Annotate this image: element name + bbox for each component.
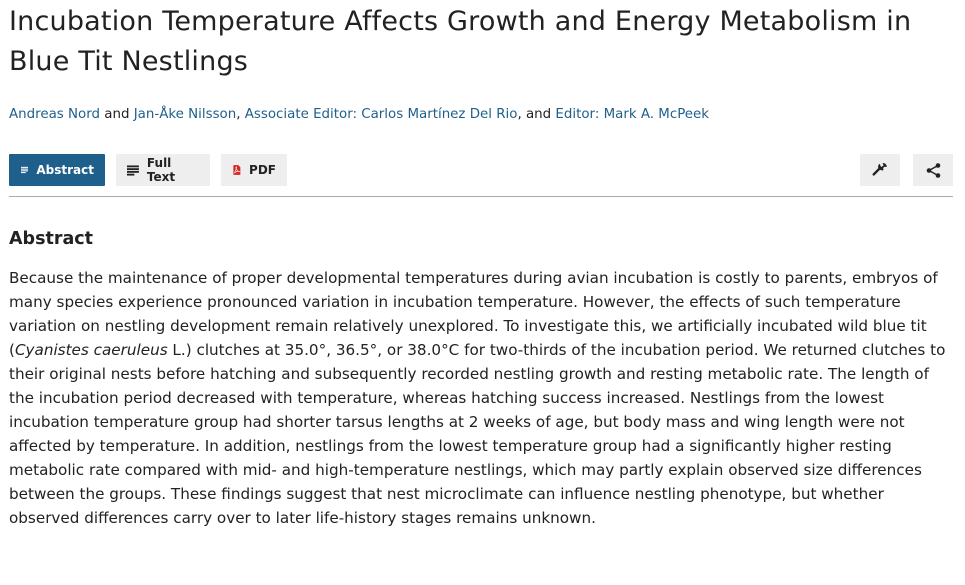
editor-link[interactable]: Editor: Mark A. McPeek [555,107,709,122]
wrench-icon [872,162,888,178]
tab-pdf-label: PDF [249,163,276,177]
share-icon [926,163,941,178]
author-separator: , and [517,107,555,122]
tab-pdf[interactable]: PDF [221,154,287,186]
author-separator: and [100,107,134,122]
lines-icon [127,165,139,176]
share-button[interactable] [913,154,953,186]
article-page: Incubation Temperature Affects Growth an… [0,0,965,530]
article-title: Incubation Temperature Affects Growth an… [9,0,953,82]
tab-abstract[interactable]: Abstract [9,154,105,186]
abstract-text-part: L.) clutches at 35.0°, 36.5°, or 38.0°C … [9,341,945,527]
abstract-text: Because the maintenance of proper develo… [9,266,954,530]
tab-full-text[interactable]: Full Text [116,154,210,186]
species-name: Cyanistes caeruleus [15,341,168,359]
abstract-heading: Abstract [9,227,953,251]
author-link-nilsson[interactable]: Jan-Åke Nilsson [134,107,237,122]
tab-abstract-label: Abstract [36,163,94,177]
article-toolbar: Abstract Full Text PDF [9,154,953,197]
lines-icon [21,164,28,176]
author-list: Andreas Nord and Jan-Åke Nilsson, Associ… [9,106,953,124]
associate-editor-link[interactable]: Associate Editor: Carlos Martínez Del Ri… [245,107,518,122]
tools-button[interactable] [860,154,900,186]
tab-full-text-label: Full Text [147,156,199,184]
pdf-icon [232,163,241,177]
author-link-nord[interactable]: Andreas Nord [9,107,100,122]
author-separator: , [236,107,245,122]
